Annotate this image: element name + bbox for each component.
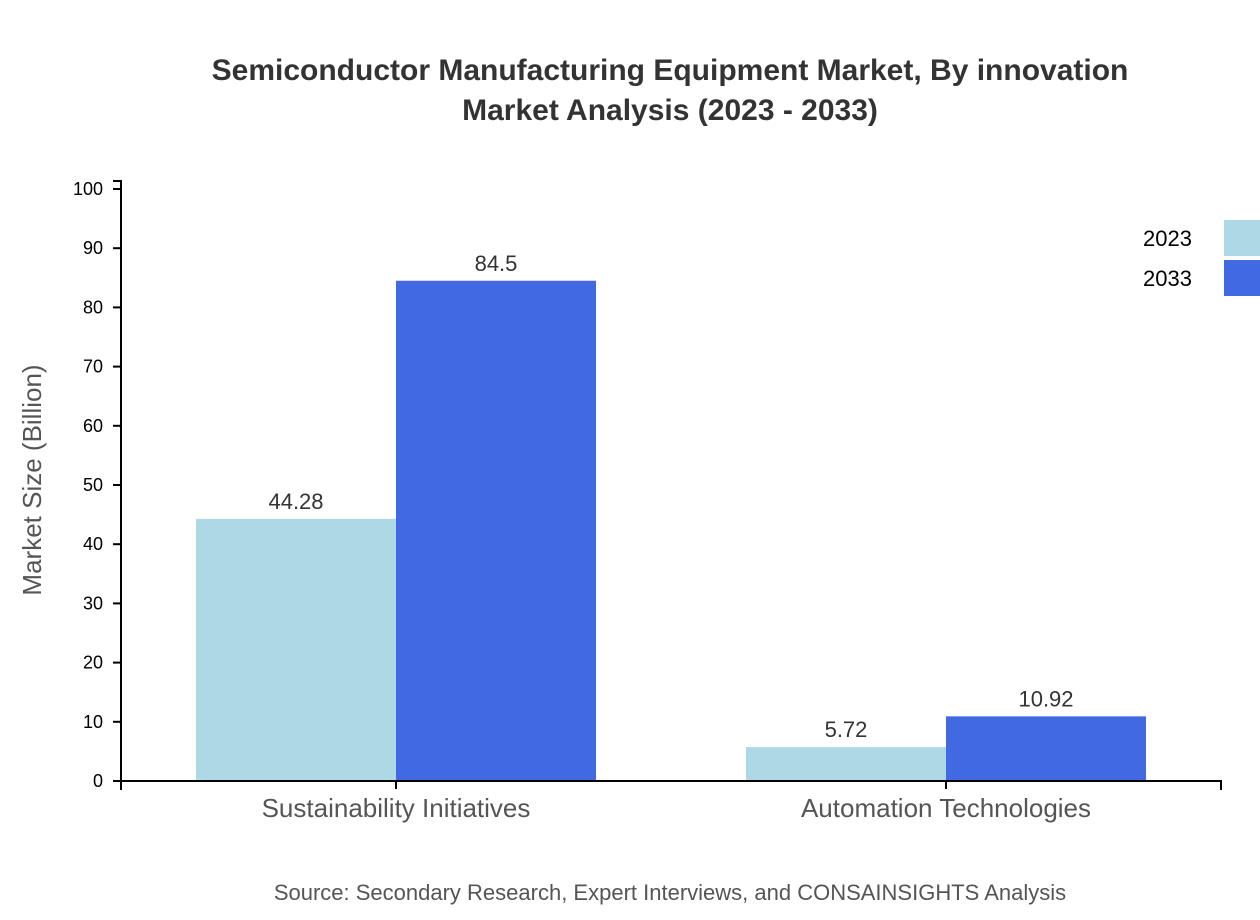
bar-2023-1 [196, 518, 396, 781]
data-label: 44.28 [268, 489, 323, 514]
data-label: 10.92 [1018, 686, 1073, 711]
legend-label-2033: 2033 [1143, 266, 1192, 291]
y-tick-label: 80 [83, 297, 103, 317]
x-tick-label: Sustainability Initiatives [262, 793, 531, 823]
y-tick-label: 10 [83, 712, 103, 732]
x-tick-label: Automation Technologies [801, 793, 1091, 823]
y-tick-label: 50 [83, 475, 103, 495]
y-tick-label: 40 [83, 534, 103, 554]
bar-2033-2 [946, 716, 1146, 781]
source-note: Source: Secondary Research, Expert Inter… [274, 880, 1066, 905]
y-tick-label: 100 [73, 179, 103, 199]
y-tick-label: 0 [93, 771, 103, 791]
data-label: 5.72 [825, 717, 868, 742]
y-axis-line [113, 180, 122, 782]
bar-2033-1 [396, 280, 596, 781]
legend-swatch-2023 [1224, 220, 1260, 256]
y-axis-label: Market Size (Billion) [17, 364, 47, 595]
legend-label-2023: 2023 [1143, 226, 1192, 251]
bar-2023-2 [746, 747, 946, 781]
y-tick-label: 20 [83, 653, 103, 673]
data-label: 84.5 [475, 251, 518, 276]
x-axis-line [120, 780, 1222, 790]
y-tick-label: 60 [83, 416, 103, 436]
chart-title-line-1: Semiconductor Manufacturing Equipment Ma… [212, 54, 1129, 87]
y-tick-label: 30 [83, 593, 103, 613]
chart-title-line-2: Market Analysis (2023 - 2033) [462, 94, 878, 127]
y-tick-label: 70 [83, 357, 103, 377]
y-tick-label: 90 [83, 238, 103, 258]
legend-swatch-2033 [1224, 260, 1260, 296]
